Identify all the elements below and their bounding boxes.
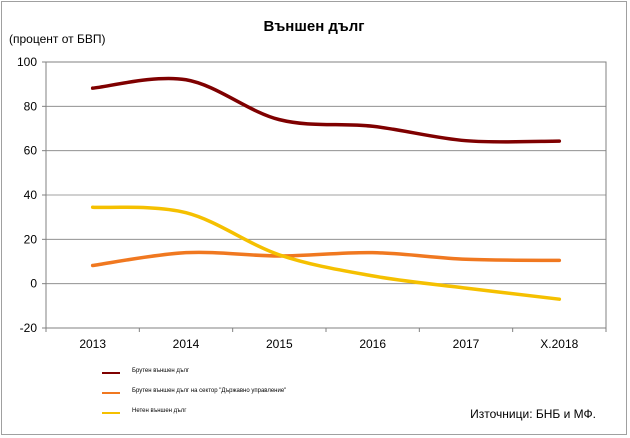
grid-layer xyxy=(45,61,607,329)
series-layer xyxy=(90,76,562,301)
x-tick-label: 2013 xyxy=(79,337,106,351)
y-tick-label: 100 xyxy=(17,55,37,69)
x-tick-label: X.2018 xyxy=(540,337,578,351)
legend-label: Брутен външен дълг xyxy=(132,368,190,374)
axis-layer: -20 0 20 40 60 80 100 2013 2014 2015 2016 2017 X.201… xyxy=(17,55,607,351)
y-axis-label: (процент от БВП) xyxy=(9,32,106,46)
y-tick-label: 20 xyxy=(24,232,38,246)
chart-title: Външен дълг xyxy=(263,18,365,35)
series-line xyxy=(90,76,562,144)
x-tick-label: 2014 xyxy=(173,337,200,351)
series-line xyxy=(90,250,562,268)
legend-swatch xyxy=(102,392,120,394)
x-tick-label: 2015 xyxy=(266,337,293,351)
y-tick-label: -20 xyxy=(20,321,38,335)
legend-swatch xyxy=(102,412,120,414)
series-line xyxy=(90,205,562,301)
source-note: Източници: БНБ и МФ. xyxy=(470,407,596,421)
legend-swatch xyxy=(102,372,120,374)
x-tick-label: 2017 xyxy=(453,337,480,351)
y-tick-label: 60 xyxy=(24,144,38,158)
y-tick-label: 0 xyxy=(30,277,37,291)
x-tick-label: 2016 xyxy=(359,337,386,351)
y-tick-label: 40 xyxy=(24,188,38,202)
legend-label: Нетен външен дълг xyxy=(132,408,187,414)
y-tick-label: 80 xyxy=(24,99,38,113)
legend-label: Брутен външен дълг на сектор "Държавно у… xyxy=(132,388,287,394)
